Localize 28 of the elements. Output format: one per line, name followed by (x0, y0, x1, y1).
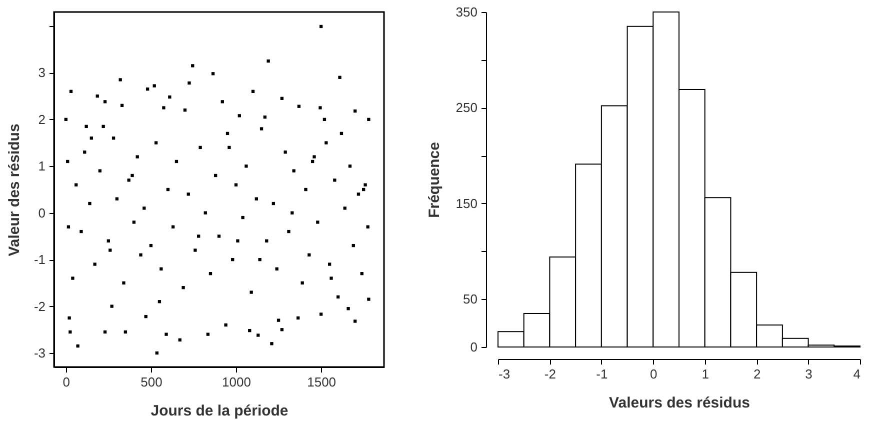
x-tick-label: 1500 (307, 374, 336, 390)
x-tick-label: 0 (650, 366, 658, 382)
y-tick-label: 250 (456, 100, 478, 116)
x-tick-label: 0 (62, 374, 70, 390)
y-tick-label: 0 (470, 340, 478, 354)
x-tick-label: 500 (140, 374, 162, 390)
y-tick-label: 3 (38, 65, 46, 80)
y-tick-label: -2 (34, 298, 46, 314)
x-tick-label: -2 (544, 366, 556, 382)
x-tick-label: -3 (498, 366, 510, 382)
y-axis-title: Valeur des résidus (6, 124, 23, 256)
y-tick-label: 1 (38, 158, 46, 174)
y-tick-label: -1 (34, 252, 46, 268)
y-tick-label: 50 (463, 292, 478, 307)
x-tick-label: 1000 (222, 374, 251, 390)
x-tick-label: 1 (702, 366, 709, 382)
y-tick-label: 350 (456, 4, 478, 20)
y-tick-label: -3 (34, 345, 46, 360)
y-tick-label: 0 (38, 205, 46, 220)
y-tick-label: 150 (456, 196, 478, 211)
x-axis-title: Jours de la période (150, 402, 288, 420)
x-tick-label: 2 (753, 366, 761, 382)
y-tick-label: 2 (38, 112, 46, 127)
x-tick-label: -1 (596, 366, 608, 382)
x-tick-label: 4 (853, 366, 860, 382)
x-tick-label: 3 (805, 366, 812, 382)
x-axis-title: Valeurs des résidus (609, 394, 750, 412)
y-axis-title: Fréquence (426, 142, 443, 218)
